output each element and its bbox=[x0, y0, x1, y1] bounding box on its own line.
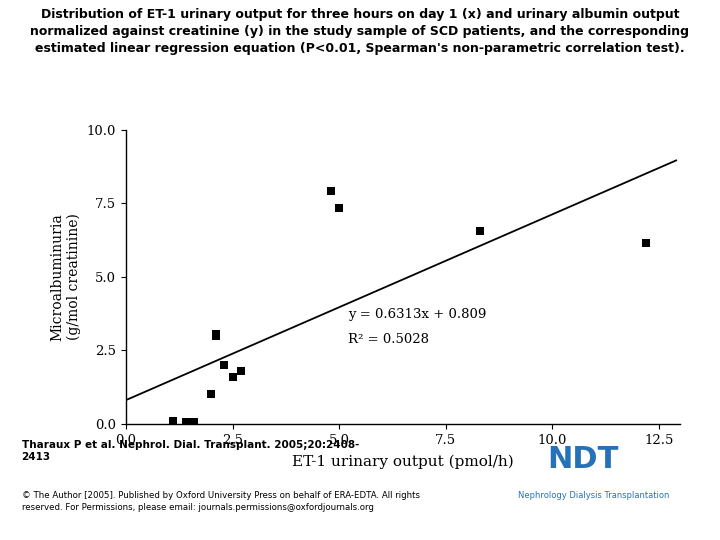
Text: © The Author [2005]. Published by Oxford University Press on behalf of ERA-EDTA.: © The Author [2005]. Published by Oxford… bbox=[22, 491, 420, 511]
Text: Distribution of ET-1 urinary output for three hours on day 1 (x) and urinary alb: Distribution of ET-1 urinary output for … bbox=[30, 8, 690, 55]
Y-axis label: Microalbuminuria
(g/mol creatinine): Microalbuminuria (g/mol creatinine) bbox=[50, 213, 81, 341]
Text: Tharaux P et al. Nephrol. Dial. Transplant. 2005;20:2408-
2413: Tharaux P et al. Nephrol. Dial. Transpla… bbox=[22, 440, 359, 462]
Text: Nephrology Dialysis Transplantation: Nephrology Dialysis Transplantation bbox=[518, 491, 670, 501]
Point bbox=[227, 373, 238, 381]
Point bbox=[235, 367, 247, 375]
Text: R² = 0.5028: R² = 0.5028 bbox=[348, 333, 429, 346]
Point bbox=[210, 331, 221, 340]
Text: NDT: NDT bbox=[547, 446, 618, 475]
Point bbox=[333, 203, 345, 212]
X-axis label: ET-1 urinary output (pmol/h): ET-1 urinary output (pmol/h) bbox=[292, 455, 514, 469]
Point bbox=[210, 330, 221, 339]
Point bbox=[641, 239, 652, 247]
Point bbox=[189, 418, 200, 427]
Point bbox=[474, 227, 486, 235]
Point bbox=[167, 417, 179, 426]
Point bbox=[325, 187, 336, 195]
Point bbox=[218, 361, 230, 369]
Text: y = 0.6313x + 0.809: y = 0.6313x + 0.809 bbox=[348, 308, 486, 321]
Point bbox=[180, 418, 192, 427]
Point bbox=[205, 390, 217, 399]
